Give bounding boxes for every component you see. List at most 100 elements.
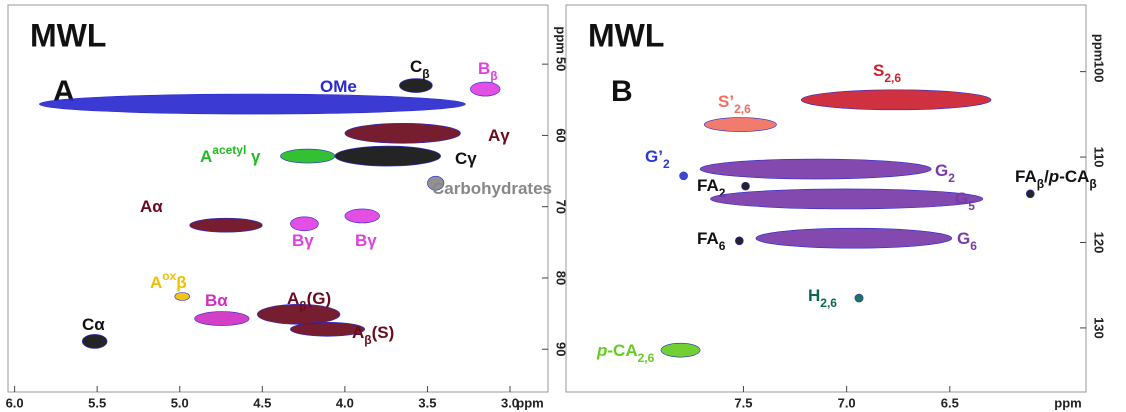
label-part: FA — [1015, 167, 1037, 186]
label-part: Bα — [205, 291, 228, 310]
label-part: -CA — [1059, 167, 1089, 186]
label-part: (S) — [372, 323, 395, 342]
peak-label: p-CA2,6 — [596, 341, 655, 365]
cross-peak — [800, 89, 992, 111]
cross-peak — [290, 321, 365, 337]
label-part: Bγ — [355, 231, 377, 250]
peak-label: Aα — [140, 197, 163, 216]
label-part: -CA — [607, 341, 637, 360]
label-part: Cα — [82, 315, 105, 334]
label-part: A — [287, 289, 299, 308]
peak-label: G5 — [955, 189, 975, 213]
y-tick-label: 120 — [1092, 232, 1107, 254]
label-part: S — [873, 61, 884, 80]
cross-peak — [280, 148, 336, 164]
label-part: A — [352, 323, 364, 342]
y-tick-label: 130 — [1092, 317, 1107, 339]
label-part: OMe — [320, 77, 357, 96]
label-part: 2,6 — [884, 71, 901, 85]
label-part: 6 — [719, 239, 726, 253]
y-axis-label: ppm — [1092, 34, 1107, 61]
label-part: 2 — [663, 157, 670, 171]
peak-label: Carbohydrates — [432, 179, 552, 198]
peak-label: Cα — [82, 315, 105, 334]
cross-peak — [755, 227, 953, 249]
cross-peak — [660, 342, 701, 358]
peak-label: FA6 — [697, 229, 726, 253]
x-axis-label: ppm — [1054, 395, 1081, 410]
cross-peak — [1025, 189, 1035, 199]
label-part: G — [957, 229, 970, 248]
label-part: 2,6 — [734, 102, 751, 116]
label-part: G’ — [645, 147, 663, 166]
peak-label: Aacetyl γ — [200, 143, 261, 166]
cross-peak — [679, 171, 688, 181]
peak-label: Aβ(S) — [352, 323, 394, 347]
peak-label: OMe — [320, 77, 357, 96]
peak-label: S’2,6 — [718, 92, 751, 116]
label-part: A — [150, 273, 162, 292]
x-tick-label: 7.0 — [838, 395, 856, 410]
x-tick-label: 7.5 — [734, 395, 752, 410]
label-part: β — [364, 333, 371, 347]
cross-peak — [699, 158, 932, 180]
cross-peak — [334, 145, 441, 167]
label-part: 2 — [948, 171, 955, 185]
peak-label: G2 — [935, 161, 955, 185]
label-part: Bγ — [292, 231, 314, 250]
cross-peak — [854, 293, 864, 303]
label-part: Carbohydrates — [432, 179, 552, 198]
label-part: 2,6 — [638, 351, 655, 365]
panel-letter: B — [611, 75, 633, 108]
peak-label: Aoxβ — [150, 269, 187, 292]
label-part: β — [176, 273, 186, 292]
label-part: β — [490, 69, 497, 83]
label-part: Aγ — [488, 126, 510, 145]
label-part: 5 — [968, 199, 975, 213]
y-tick-label: 50 — [554, 57, 569, 71]
label-part: H — [808, 286, 820, 305]
peak-label: Aβ(G) — [287, 289, 331, 313]
label-part: / — [1044, 167, 1049, 186]
y-tick-label: 80 — [554, 271, 569, 285]
label-part: β — [1037, 177, 1044, 191]
label-part: Aα — [140, 197, 163, 216]
label-part: 6 — [970, 239, 977, 253]
peak-label: H2,6 — [808, 286, 837, 310]
label-part: A — [200, 147, 212, 166]
label-part: 2,6 — [820, 296, 837, 310]
peak-label: Bγ — [355, 231, 377, 250]
y-tick-label: 70 — [554, 199, 569, 213]
plot-frame — [565, 4, 1087, 393]
peak-label: S2,6 — [873, 61, 901, 85]
label-part: S’ — [718, 92, 734, 111]
label-part: p — [1048, 167, 1059, 186]
label-part: β — [299, 299, 306, 313]
x-tick-label: 6.5 — [941, 395, 959, 410]
title: MWL — [588, 17, 664, 53]
peak-label: FAβ/p-CAβ — [1015, 167, 1097, 191]
cross-peak — [194, 311, 250, 326]
label-part: acetyl — [212, 143, 246, 157]
x-tick-label: 5.0 — [171, 395, 189, 410]
cross-peak — [741, 181, 750, 191]
label-part: ox — [162, 269, 176, 283]
cross-peak — [82, 334, 108, 349]
peak-label: FA2 — [697, 176, 726, 200]
cross-peak — [710, 188, 984, 210]
cross-peak — [39, 93, 466, 115]
peak-label: Bγ — [292, 231, 314, 250]
x-tick-label: 5.5 — [88, 395, 106, 410]
peak-label: G6 — [957, 229, 977, 253]
y-tick-label: 100 — [1092, 61, 1107, 83]
cross-peak — [174, 292, 190, 301]
peak-label: Cβ — [410, 57, 430, 81]
peak-label: Bα — [205, 291, 228, 310]
title: MWL — [30, 17, 106, 53]
plot-frame — [7, 4, 549, 393]
label-part: β — [1089, 177, 1096, 191]
label-part: p — [596, 341, 607, 360]
peak-label: Bβ — [478, 59, 498, 83]
label-part: FA — [697, 176, 719, 195]
